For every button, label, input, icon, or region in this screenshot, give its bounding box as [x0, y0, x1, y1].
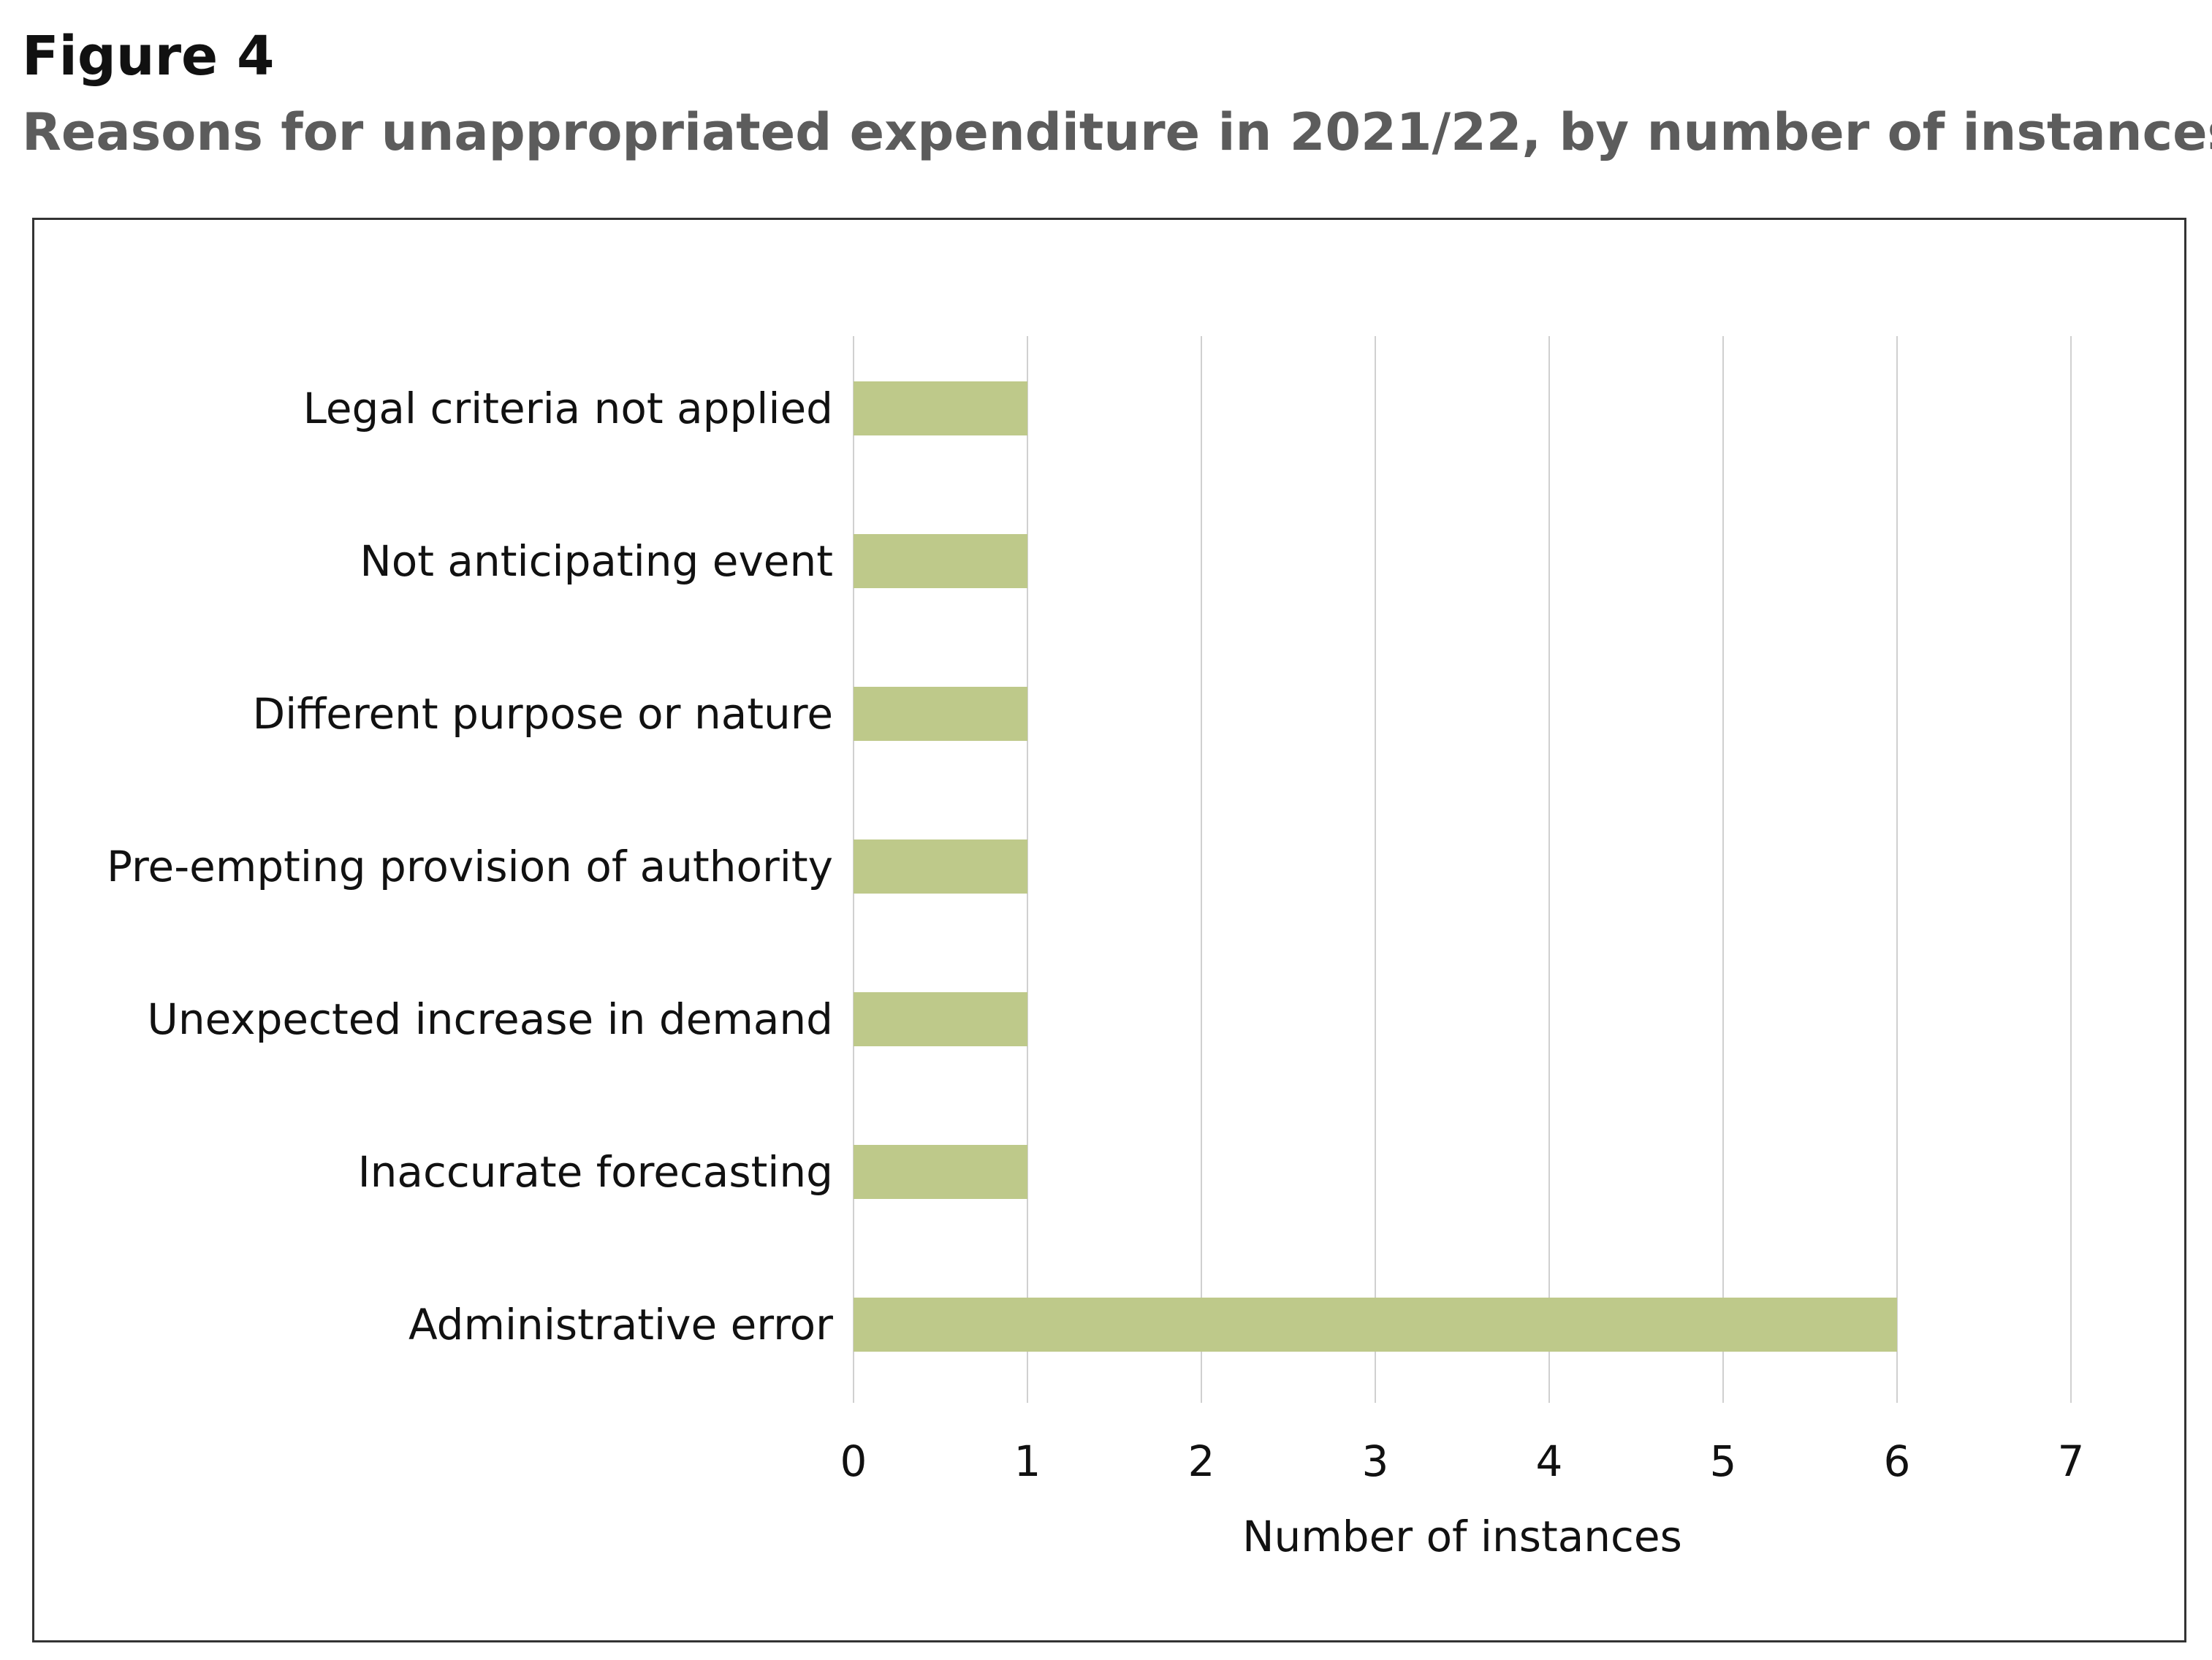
category-label: Not anticipating event [360, 536, 833, 586]
category-label: Administrative error [408, 1300, 833, 1349]
bar-administrative-error [854, 1298, 1897, 1352]
x-tick-label: 6 [1884, 1436, 1911, 1486]
bar-legal-criteria-not-applied [854, 381, 1027, 435]
x-tick-label: 7 [2058, 1436, 2085, 1486]
bar-inaccurate-forecasting [854, 1145, 1027, 1199]
x-tick-label: 2 [1188, 1436, 1215, 1486]
gridlines [853, 336, 2072, 1403]
x-axis-title: Number of instances [1242, 1512, 1682, 1561]
x-tick-label: 3 [1362, 1436, 1389, 1486]
chart-frame [32, 218, 2186, 1642]
category-label: Different purpose or nature [253, 689, 834, 739]
x-tick-labels: 0 1 2 3 4 5 6 7 [840, 1436, 2085, 1486]
x-tick-label: 1 [1014, 1436, 1041, 1486]
bar-pre-empting-provision-of-authority [854, 839, 1027, 894]
bar-unexpected-increase-in-demand [854, 992, 1027, 1046]
bars [854, 381, 1897, 1352]
category-labels: Legal criteria not applied Not anticipati… [107, 384, 833, 1349]
x-tick-label: 0 [840, 1436, 867, 1486]
figure-title: Reasons for unappropriated expenditure i… [22, 102, 2212, 162]
category-label: Pre-empting provision of authority [107, 842, 833, 891]
bar-different-purpose-or-nature [854, 687, 1027, 741]
figure-label: Figure 4 [22, 25, 275, 88]
x-tick-label: 5 [1710, 1436, 1737, 1486]
category-label: Unexpected increase in demand [147, 994, 833, 1044]
category-label: Inaccurate forecasting [358, 1147, 833, 1197]
category-label: Legal criteria not applied [303, 384, 833, 433]
bar-not-anticipating-event [854, 534, 1027, 588]
x-tick-label: 4 [1536, 1436, 1563, 1486]
